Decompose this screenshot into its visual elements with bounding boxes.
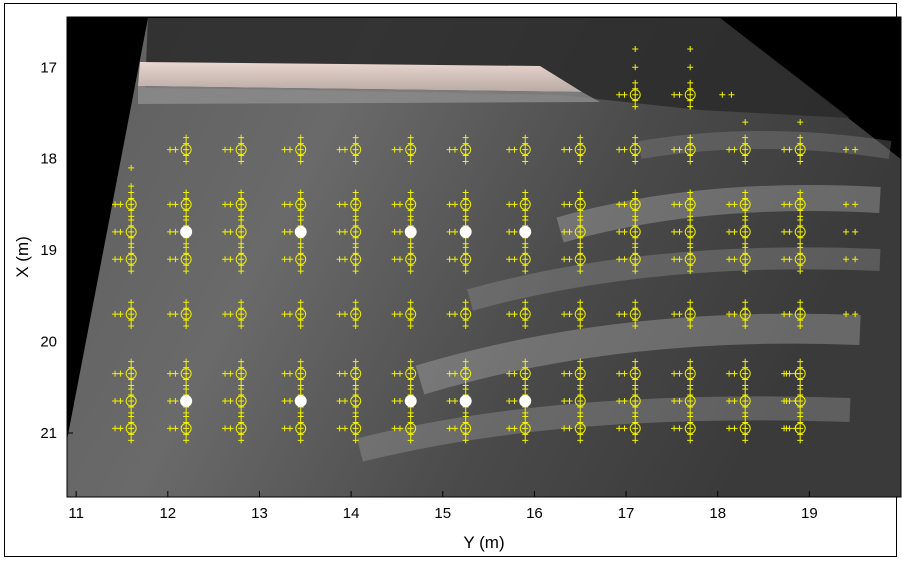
x-tick-label: 17 (618, 505, 635, 522)
instrument-dot (405, 226, 417, 238)
y-tick-label: 19 (40, 242, 57, 259)
instrument-dot (519, 226, 531, 238)
instrument-dot (180, 395, 192, 407)
x-tick-label: 16 (526, 505, 543, 522)
instrument-dot (180, 226, 192, 238)
y-tick-label: 21 (40, 425, 57, 442)
x-tick-label: 11 (68, 505, 84, 522)
y-axis-title: X (m) (13, 236, 32, 278)
instrument-dot (405, 395, 417, 407)
x-tick-label: 12 (159, 505, 176, 522)
y-tick-label: 18 (40, 151, 57, 168)
instrument-dot (460, 395, 472, 407)
instrument-dot (460, 226, 472, 238)
instrument-dot (295, 226, 307, 238)
instrument-dot (519, 395, 531, 407)
x-axis-title: Y (m) (463, 533, 504, 552)
x-tick-label: 13 (251, 505, 268, 522)
x-tick-label: 19 (801, 505, 818, 522)
x-tick-label: 15 (434, 505, 451, 522)
y-tick-label: 20 (40, 334, 57, 351)
x-tick-label: 14 (343, 505, 360, 522)
x-tick-label: 18 (709, 505, 726, 522)
y-tick-label: 17 (40, 59, 57, 76)
instrument-dot (295, 395, 307, 407)
